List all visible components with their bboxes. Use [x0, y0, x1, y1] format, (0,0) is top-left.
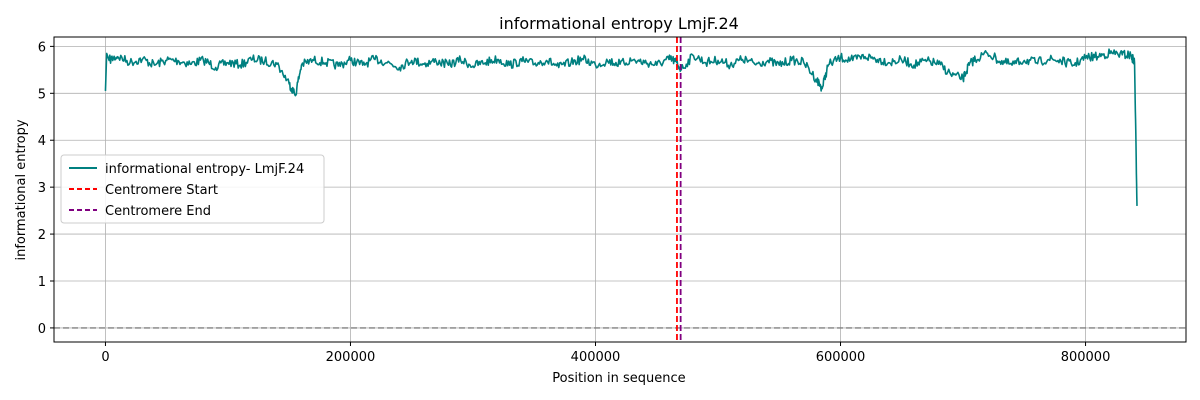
y-tick-label: 5	[38, 87, 46, 102]
x-ticks: 0 200000 400000 600000 800000	[101, 342, 1110, 365]
x-tick-label: 200000	[326, 350, 376, 365]
legend-label-centromere-end: Centromere End	[105, 204, 211, 219]
y-ticks: 0 1 2 3 4 5 6	[38, 40, 54, 337]
plot-frame	[53, 36, 1187, 343]
legend-box	[60, 154, 325, 224]
chart-title: informational entropy LmjF.24	[499, 14, 739, 33]
legend: informational entropy- LmjF.24 Centromer…	[60, 154, 325, 224]
y-tick-label: 0	[38, 322, 46, 337]
x-tick-label: 0	[101, 350, 109, 365]
grid	[54, 37, 1186, 342]
y-axis-label: informational entropy	[14, 119, 29, 260]
x-axis-label: Position in sequence	[552, 371, 685, 386]
x-tick-label: 600000	[816, 350, 866, 365]
legend-label-centromere-start: Centromere Start	[105, 183, 218, 198]
y-tick-label: 6	[38, 40, 46, 55]
x-tick-label: 400000	[571, 350, 621, 365]
x-tick-label: 800000	[1061, 350, 1111, 365]
y-tick-label: 3	[38, 181, 46, 196]
series-layer	[104, 37, 1138, 342]
legend-label-series: informational entropy- LmjF.24	[105, 162, 304, 177]
y-tick-label: 1	[38, 275, 46, 290]
y-tick-label: 2	[38, 228, 46, 243]
series-line	[104, 48, 1138, 206]
y-tick-label: 4	[38, 134, 46, 149]
